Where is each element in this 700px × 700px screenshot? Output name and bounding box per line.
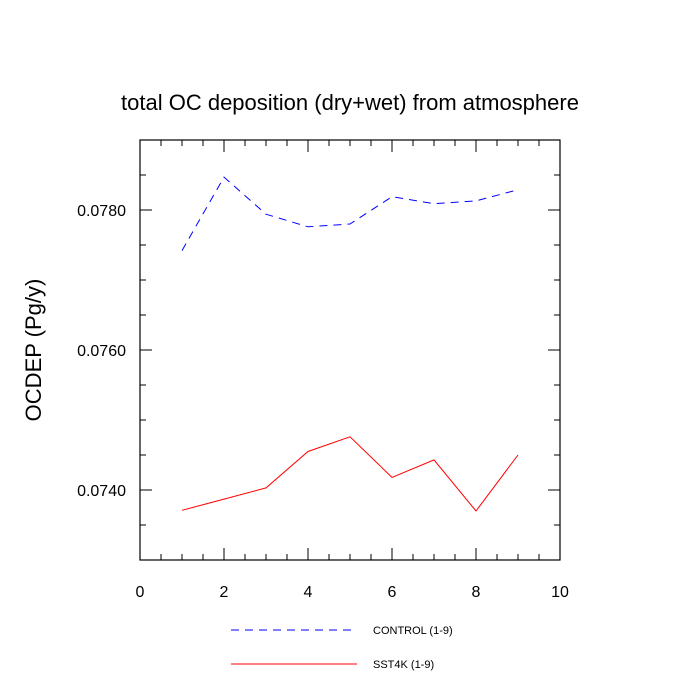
series-line-control	[181, 176, 519, 251]
chart-title: total OC deposition (dry+wet) from atmos…	[121, 90, 579, 115]
series-line-sst4k	[181, 436, 519, 512]
legend-label: SST4K (1-9)	[373, 659, 434, 671]
y-tick-label: 0.0780	[77, 203, 126, 220]
plot-frame	[139, 139, 561, 561]
y-tick-label: 0.0740	[77, 483, 126, 500]
x-tick-label: 10	[551, 584, 569, 601]
legend-label: CONTROL (1-9)	[373, 625, 453, 637]
x-tick-label: 0	[136, 584, 145, 601]
legend: CONTROL (1-9) SST4K (1-9)	[231, 625, 453, 671]
y-axis-label: OCDEP (Pg/y)	[21, 279, 46, 422]
series	[181, 176, 519, 512]
x-tick-label: 4	[304, 584, 313, 601]
y-tick-label: 0.0760	[77, 343, 126, 360]
x-tick-label: 8	[472, 584, 481, 601]
x-tick-label: 2	[220, 584, 229, 601]
axes: 0 2 4 6 8 10 0.0740 0.0760 0.0780	[77, 140, 569, 601]
x-tick-label: 6	[388, 584, 397, 601]
